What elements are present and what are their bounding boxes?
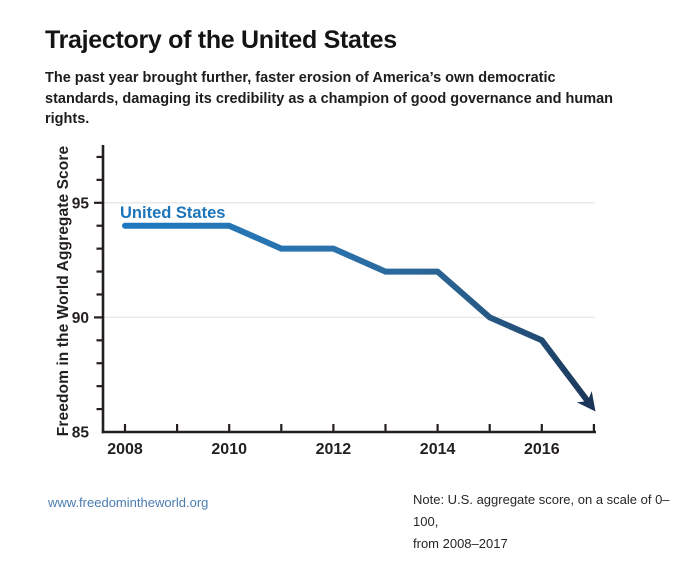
chart-note-line2: from 2008–2017 [413,536,508,551]
x-tick-label-2010: 2010 [211,441,247,458]
y-tick-label-85: 85 [72,425,90,442]
footer-link[interactable]: www.freedomintheworld.org [48,495,209,510]
y-axis-title: Freedom in the World Aggregate Score [55,145,72,437]
chart-note: Note: U.S. aggregate score, on a scale o… [413,489,690,555]
chart-note-line1: Note: U.S. aggregate score, on a scale o… [413,492,670,529]
y-tick-label-95: 95 [72,195,90,212]
us-score-trend-line [122,222,596,412]
x-tick-label-2012: 2012 [316,441,352,458]
page-title: Trajectory of the United States [45,26,397,54]
x-tick-label-2008: 2008 [107,441,143,458]
x-tick-label-2016: 2016 [524,441,560,458]
y-tick-label-90: 90 [72,310,89,327]
series-label-united-states: United States [120,204,226,222]
page-subtitle: The past year brought further, faster er… [45,70,614,127]
x-tick-label-2014: 2014 [420,441,456,458]
